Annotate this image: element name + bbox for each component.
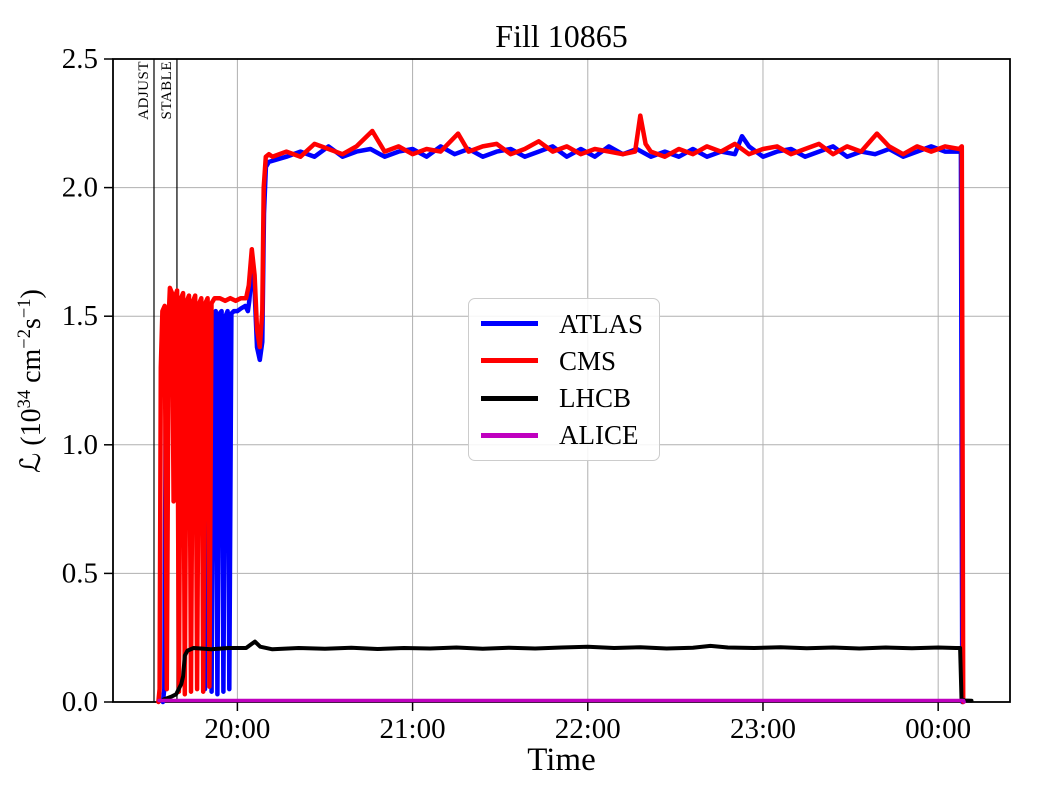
y-label-exponent-34: 34 xyxy=(13,389,34,409)
legend-item-cms: CMS xyxy=(481,346,659,376)
legend-label-lhcb: LHCB xyxy=(559,383,632,414)
x-tick-label-22:00: 22:00 xyxy=(555,713,621,745)
legend-label-alice: ALICE xyxy=(559,420,639,451)
x-axis-label: Time xyxy=(527,742,596,778)
annotation-stable-label: STABLE xyxy=(158,61,175,120)
y-tick-label-2.0: 2.0 xyxy=(62,172,98,204)
legend-swatch-cms xyxy=(481,358,538,364)
legend-item-alice: ALICE xyxy=(481,420,659,450)
legend: ATLAS CMS LHCB ALICE xyxy=(468,298,660,461)
legend-swatch-alice xyxy=(481,432,538,438)
annotation-adjust-label: ADJUST xyxy=(135,61,152,120)
y-label-lead: ℒ (10 xyxy=(16,408,47,473)
y-label-exponent-minus1: −1 xyxy=(13,298,34,319)
y-label-s: s xyxy=(16,318,47,330)
x-tick-label-00:00: 00:00 xyxy=(905,713,971,745)
y-tick-label-0.0: 0.0 xyxy=(62,686,98,718)
legend-item-atlas: ATLAS xyxy=(481,309,659,339)
legend-label-cms: CMS xyxy=(559,345,617,376)
legend-item-lhcb: LHCB xyxy=(481,383,659,413)
y-label-cm: cm xyxy=(16,348,47,390)
legend-swatch-atlas xyxy=(481,321,538,327)
y-tick-label-1.0: 1.0 xyxy=(62,429,98,461)
y-tick-label-1.5: 1.5 xyxy=(62,300,98,332)
legend-swatch-lhcb xyxy=(481,395,538,401)
alice-series-line xyxy=(157,698,966,704)
legend-label-atlas: ATLAS xyxy=(559,308,644,339)
cms-series-line xyxy=(156,113,966,705)
y-tick-label-2.5: 2.5 xyxy=(62,43,98,75)
x-tick-label-21:00: 21:00 xyxy=(380,713,446,745)
chart-title: Fill 10865 xyxy=(495,18,628,54)
x-tick-label-20:00: 20:00 xyxy=(204,713,270,745)
y-tick-label-0.5: 0.5 xyxy=(62,557,98,589)
x-tick-label-23:00: 23:00 xyxy=(730,713,796,745)
lhcb-series-line xyxy=(161,639,974,703)
y-label-exponent-minus2: −2 xyxy=(13,329,34,349)
y-axis-label: ℒ (1034 cm−2s−1) xyxy=(13,206,51,556)
